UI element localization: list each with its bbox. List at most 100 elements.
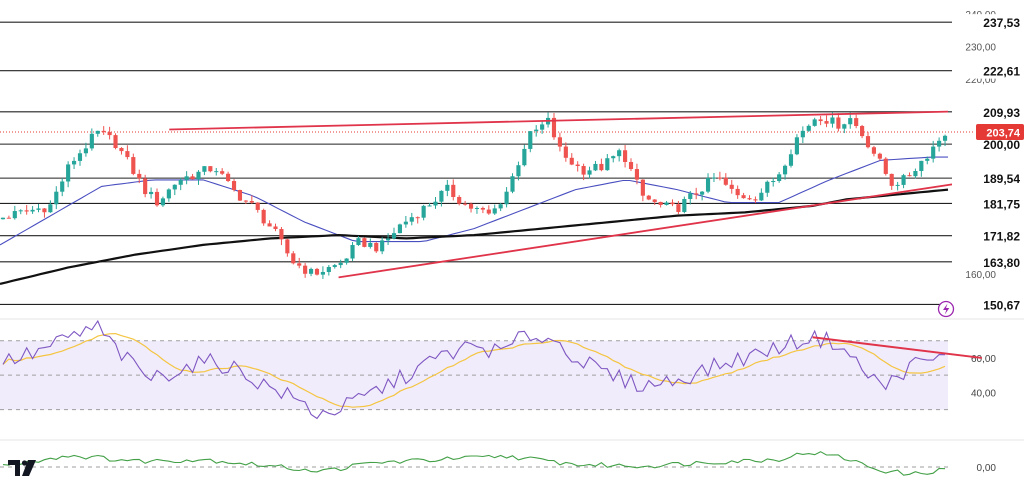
candle-body — [238, 190, 242, 201]
candle-body — [611, 156, 615, 158]
tv-logo-part — [8, 460, 20, 476]
candle-body — [285, 239, 289, 253]
candle-body — [522, 149, 526, 165]
ma50-line — [0, 157, 948, 245]
candle-body — [534, 130, 538, 131]
candle-body — [54, 192, 58, 205]
price-level-label: 150,67 — [983, 298, 1020, 312]
candle-body — [463, 204, 467, 205]
tradingview-logo-icon[interactable] — [8, 460, 36, 476]
axis-layer: 240,00230,00220,00200,00160,00237,53222,… — [939, 10, 1024, 474]
lightning-icon[interactable] — [939, 302, 954, 317]
candle-body — [66, 164, 70, 181]
candle-body — [771, 181, 775, 182]
ma-layer — [0, 157, 948, 284]
candle-body — [493, 208, 497, 213]
candle-body — [108, 132, 112, 135]
candle-body — [830, 117, 834, 123]
candle-body — [854, 118, 858, 126]
candle-body — [777, 174, 781, 181]
candle-body — [84, 148, 88, 153]
price-level-label: 209,93 — [983, 106, 1020, 120]
candle-body — [333, 265, 337, 267]
candle-body — [410, 217, 414, 221]
candle-body — [137, 174, 141, 178]
candle-body — [807, 126, 811, 131]
candle-body — [208, 166, 212, 171]
candle-body — [937, 141, 941, 147]
price-level-label: 189,54 — [983, 172, 1020, 186]
candle-body — [706, 178, 710, 192]
candle-body — [398, 224, 402, 233]
candle-body — [860, 126, 864, 136]
price-axis-tick: 160,00 — [965, 270, 996, 281]
candle-body — [736, 189, 740, 195]
candle-body — [220, 171, 224, 174]
candle-body — [256, 203, 260, 210]
candle-body — [262, 210, 266, 223]
candle-body — [131, 157, 135, 174]
candle-body — [445, 185, 449, 191]
candle-body — [7, 218, 11, 219]
price-level-label: 237,53 — [983, 16, 1020, 30]
candle-body — [31, 210, 35, 212]
candle-body — [783, 166, 787, 175]
candle-body — [836, 117, 840, 128]
candle-body — [718, 178, 722, 179]
candle-body — [327, 267, 331, 272]
candle-body — [670, 203, 674, 205]
candle-body — [505, 192, 509, 205]
candle-body — [789, 154, 793, 166]
candle-body — [499, 204, 503, 208]
candle-body — [641, 180, 645, 196]
price-level-label: 200,00 — [983, 138, 1020, 152]
candle-body — [250, 201, 254, 203]
candle-body — [510, 176, 514, 191]
candle-body — [214, 171, 218, 172]
candle-body — [416, 217, 420, 218]
candle-body — [896, 185, 900, 186]
candle-body — [279, 229, 283, 239]
candle-body — [125, 151, 129, 157]
candle-body — [516, 165, 520, 176]
candle-body — [226, 174, 230, 181]
candle-body — [244, 201, 248, 202]
candle-body — [813, 119, 817, 125]
last-price-label: 203,74 — [986, 127, 1021, 139]
candle-body — [173, 185, 177, 190]
candle-body — [907, 175, 911, 176]
oscillator-line — [3, 452, 945, 476]
candle-body — [90, 134, 94, 149]
candle-body — [682, 199, 686, 212]
candle-body — [623, 150, 627, 162]
candle-body — [36, 208, 40, 209]
candle-body — [113, 135, 117, 148]
candle-body — [60, 181, 64, 191]
candle-body — [878, 154, 882, 159]
candle-body — [96, 131, 100, 134]
candle-body — [605, 158, 609, 170]
candle-body — [724, 178, 728, 185]
candle-body — [297, 263, 301, 265]
candle-body — [819, 119, 823, 121]
candle-body — [617, 150, 621, 156]
lower-channel-trendline[interactable] — [339, 180, 982, 278]
candle-body — [943, 136, 947, 141]
candle-body — [303, 266, 307, 274]
candle-body — [339, 263, 343, 265]
candle-body — [102, 131, 106, 132]
candle-body — [185, 176, 189, 180]
candle-body — [564, 147, 568, 158]
rsi-axis-tick: 40,00 — [971, 388, 996, 399]
candle-body — [451, 185, 455, 197]
candle-body — [487, 210, 491, 214]
rsi-axis-tick: 60,00 — [971, 354, 996, 365]
candle-body — [42, 208, 46, 212]
candle-body — [481, 208, 485, 210]
candle-body — [688, 193, 692, 199]
candle-body — [801, 131, 805, 137]
candle-body — [78, 153, 82, 161]
candle-body — [576, 165, 580, 166]
